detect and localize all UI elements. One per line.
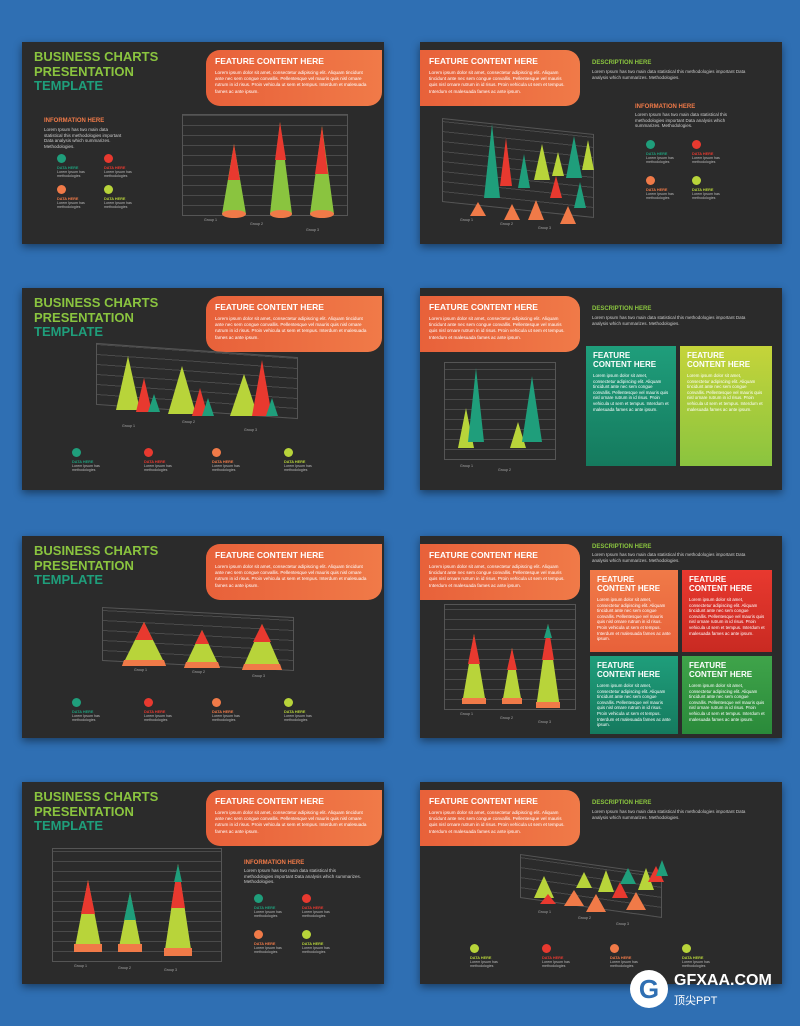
feature-box: FEATURE CONTENT HERE Lorem ipsum dolor si… (206, 790, 382, 846)
feature-box: FEATURE CONTENT HERE Lorem ipsum dolor s… (420, 50, 580, 106)
description-heading: DESCRIPTION HERE (592, 800, 652, 806)
description-heading: DESCRIPTION HERE (592, 544, 652, 550)
feature-box: FEATURE CONTENT HERE Lorem ipsum dolor si… (420, 790, 580, 846)
legend-item: DATA HERE Lorem Ipsum has methodologies (470, 944, 522, 969)
feature-card-green: FEATURE CONTENT HERE Lorem ipsum dolor si… (680, 346, 772, 466)
slide-title: BUSINESS CHARTS PRESENTATION TEMPLATE (34, 543, 159, 587)
info-body: Lorem Ipsum has two main data statistica… (244, 868, 362, 885)
legend-item: DATA HERE Lorem Ipsum has methodologies (144, 698, 196, 723)
slide-8[interactable]: FEATURE CONTENT HERE Lorem ipsum dolor si… (420, 782, 782, 984)
feature-box: FEATURE CONTENT HERE Lorem ipsum dolor si… (420, 296, 580, 352)
slide-3[interactable]: BUSINESS CHARTS PRESENTATION TEMPLATE FEAT… (22, 288, 384, 490)
info-body: Lorem Ipsum has two main data statistica… (635, 112, 728, 129)
legend-item: DATA HERE Lorem Ipsum has methodologies (57, 154, 109, 179)
info-body: Lorem Ipsum has two main data statistica… (44, 127, 122, 149)
info-heading: INFORMATION HERE (44, 118, 105, 124)
legend-item: DATA HERE Lorem Ipsum has methodologies (302, 894, 354, 919)
feature-box: FEATURE CONTENT HERE Lorem ipsum dolor si… (206, 544, 382, 600)
description-body: Lorem Ipsum has two main data statistica… (592, 69, 746, 80)
description-body: Lorem Ipsum has two main data statistica… (592, 315, 746, 326)
cone-chart (458, 368, 542, 448)
description-body: Lorem Ipsum has two main data statistica… (592, 552, 746, 563)
slide-title: BUSINESS CHARTS PRESENTATION TEMPLATE (34, 49, 159, 93)
legend-item: DATA HERE Lorem Ipsum has methodologies (212, 448, 264, 473)
description-heading: DESCRIPTION HERE (592, 306, 652, 312)
gfxaa-logo-icon: G (630, 970, 668, 1008)
slide-4[interactable]: FEATURE CONTENT HERE Lorem ipsum dolor si… (420, 288, 782, 490)
feature-box: FEATURE CONTENT HERE Lorem ipsum dolor si… (420, 544, 580, 600)
legend-item: DATA HERE Lorem Ipsum has methodologies (692, 176, 744, 201)
feature-card-teal: FEATURE CONTENT HERE Lorem ipsum dolor si… (586, 346, 676, 466)
legend-item: DATA HERE Lorem Ipsum has methodologies (646, 176, 698, 201)
slide-1[interactable]: BUSINESS CHARTS PRESENTATION TEMPLATE FE… (22, 42, 384, 244)
pyramid-chart (462, 624, 560, 708)
legend-item: DATA HERE Lorem Ipsum has methodologies (302, 930, 354, 955)
slide-title: BUSINESS CHARTS PRESENTATION TEMPLATE (34, 295, 159, 339)
legend-item: DATA HERE Lorem Ipsum has methodologies (104, 154, 156, 179)
pyramid-chart (122, 622, 282, 670)
legend-item: DATA HERE Lorem Ipsum has methodologies (646, 140, 698, 165)
cone-chart (116, 356, 278, 416)
legend-item: DATA HERE Lorem Ipsum has methodologies (144, 448, 196, 473)
watermark-subtitle: 顶尖PPT (674, 995, 718, 1007)
feature-box: FEATURE CONTENT HERE Lorem ipsum dolor s… (206, 50, 382, 106)
legend-item: DATA HERE Lorem Ipsum has methodologies (212, 698, 264, 723)
feature-card-orange: FEATURE CONTENT HERE Lorem ipsum dolor si… (590, 570, 678, 652)
watermark-name: GFXAA.COM (674, 972, 772, 989)
legend-item: DATA HERE Lorem Ipsum has methodologies (72, 698, 124, 723)
feature-card-teal: FEATURE CONTENT HERE Lorem ipsum dolor si… (590, 656, 678, 734)
legend-item: DATA HERE Lorem Ipsum has methodologies (72, 448, 124, 473)
slide-7[interactable]: BUSINESS CHARTS PRESENTATION TEMPLATE FEAT… (22, 782, 384, 984)
pyramid-chart-3d (534, 860, 668, 912)
feature-card-green: FEATURE CONTENT HERE Lorem ipsum dolor si… (682, 656, 772, 734)
cone-chart-3d (470, 124, 594, 224)
info-heading: INFORMATION HERE (244, 860, 305, 866)
slide-2[interactable]: FEATURE CONTENT HERE Lorem ipsum dolor s… (420, 42, 782, 244)
watermark-logo: G GFXAA.COM 顶尖PPT (630, 968, 780, 1018)
slide-6[interactable]: FEATURE CONTENT HERE Lorem ipsum dolor si… (420, 536, 782, 738)
legend-item: DATA HERE Lorem Ipsum has methodologies (682, 944, 734, 969)
legend-item: DATA HERE Lorem Ipsum has methodologies (542, 944, 594, 969)
legend-item: DATA HERE Lorem Ipsum has methodologies (284, 448, 336, 473)
feature-card-red: FEATURE CONTENT HERE Lorem ipsum dolor si… (682, 570, 772, 652)
slide-5[interactable]: BUSINESS CHARTS PRESENTATION TEMPLATE FEAT… (22, 536, 384, 738)
legend-item: DATA HERE Lorem Ipsum has methodologies (104, 185, 156, 210)
info-heading: INFORMATION HERE (635, 104, 696, 110)
feature-box: FEATURE CONTENT HERE Lorem ipsum dolor si… (206, 296, 382, 352)
description-body: Lorem Ipsum has two main data statistica… (592, 809, 746, 820)
description-heading: DESCRIPTION HERE (592, 60, 652, 66)
legend-item: DATA HERE Lorem Ipsum has methodologies (284, 698, 336, 723)
legend-item: DATA HERE Lorem Ipsum has methodologies (254, 894, 306, 919)
legend-item: DATA HERE Lorem Ipsum has methodologies (692, 140, 744, 165)
legend-item: DATA HERE Lorem Ipsum has methodologies (610, 944, 662, 969)
cone-chart (222, 122, 334, 218)
legend-item: DATA HERE Lorem Ipsum has methodologies (254, 930, 306, 955)
pyramid-chart (74, 864, 192, 956)
legend-item: DATA HERE Lorem Ipsum has methodologies (57, 185, 109, 210)
slide-title: BUSINESS CHARTS PRESENTATION TEMPLATE (34, 789, 159, 833)
